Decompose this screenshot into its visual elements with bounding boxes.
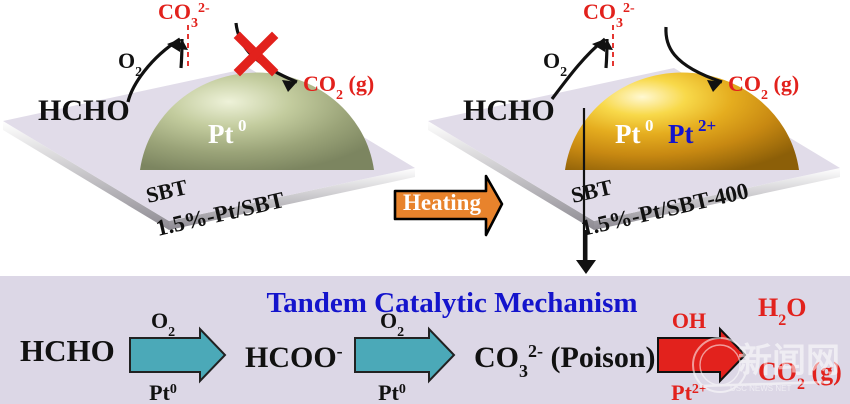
svg-text:0: 0 <box>238 116 247 135</box>
svg-text:Pt0: Pt0 <box>378 380 406 404</box>
svg-text:CO32-: CO32- <box>583 0 635 31</box>
svg-text:O2: O2 <box>118 48 142 80</box>
svg-text:Heating: Heating <box>403 190 481 215</box>
svg-text:CO32- (Poison): CO32- (Poison) <box>474 341 656 381</box>
svg-text:CO32-: CO32- <box>158 0 210 31</box>
svg-text:Pt: Pt <box>668 119 693 149</box>
svg-text:2+: 2+ <box>698 116 716 135</box>
svg-text:O2: O2 <box>543 48 567 80</box>
svg-text:O2: O2 <box>151 308 175 340</box>
svg-text:H2O: H2O <box>758 293 806 329</box>
svg-text:新闻网: 新闻网 <box>738 342 840 380</box>
svg-text:Pt0: Pt0 <box>149 380 177 404</box>
svg-text:Tandem Catalytic Mechanism: Tandem Catalytic Mechanism <box>266 287 637 319</box>
svg-text:HCOO-: HCOO- <box>245 341 343 374</box>
svg-text:USC NEWS NET: USC NEWS NET <box>730 384 791 393</box>
svg-text:HCHO: HCHO <box>463 94 555 127</box>
svg-text:Pt: Pt <box>208 119 233 149</box>
svg-text:HCHO: HCHO <box>20 333 115 368</box>
svg-text:HCHO: HCHO <box>38 94 130 127</box>
svg-text:Pt: Pt <box>615 119 640 149</box>
svg-text:0: 0 <box>645 116 654 135</box>
